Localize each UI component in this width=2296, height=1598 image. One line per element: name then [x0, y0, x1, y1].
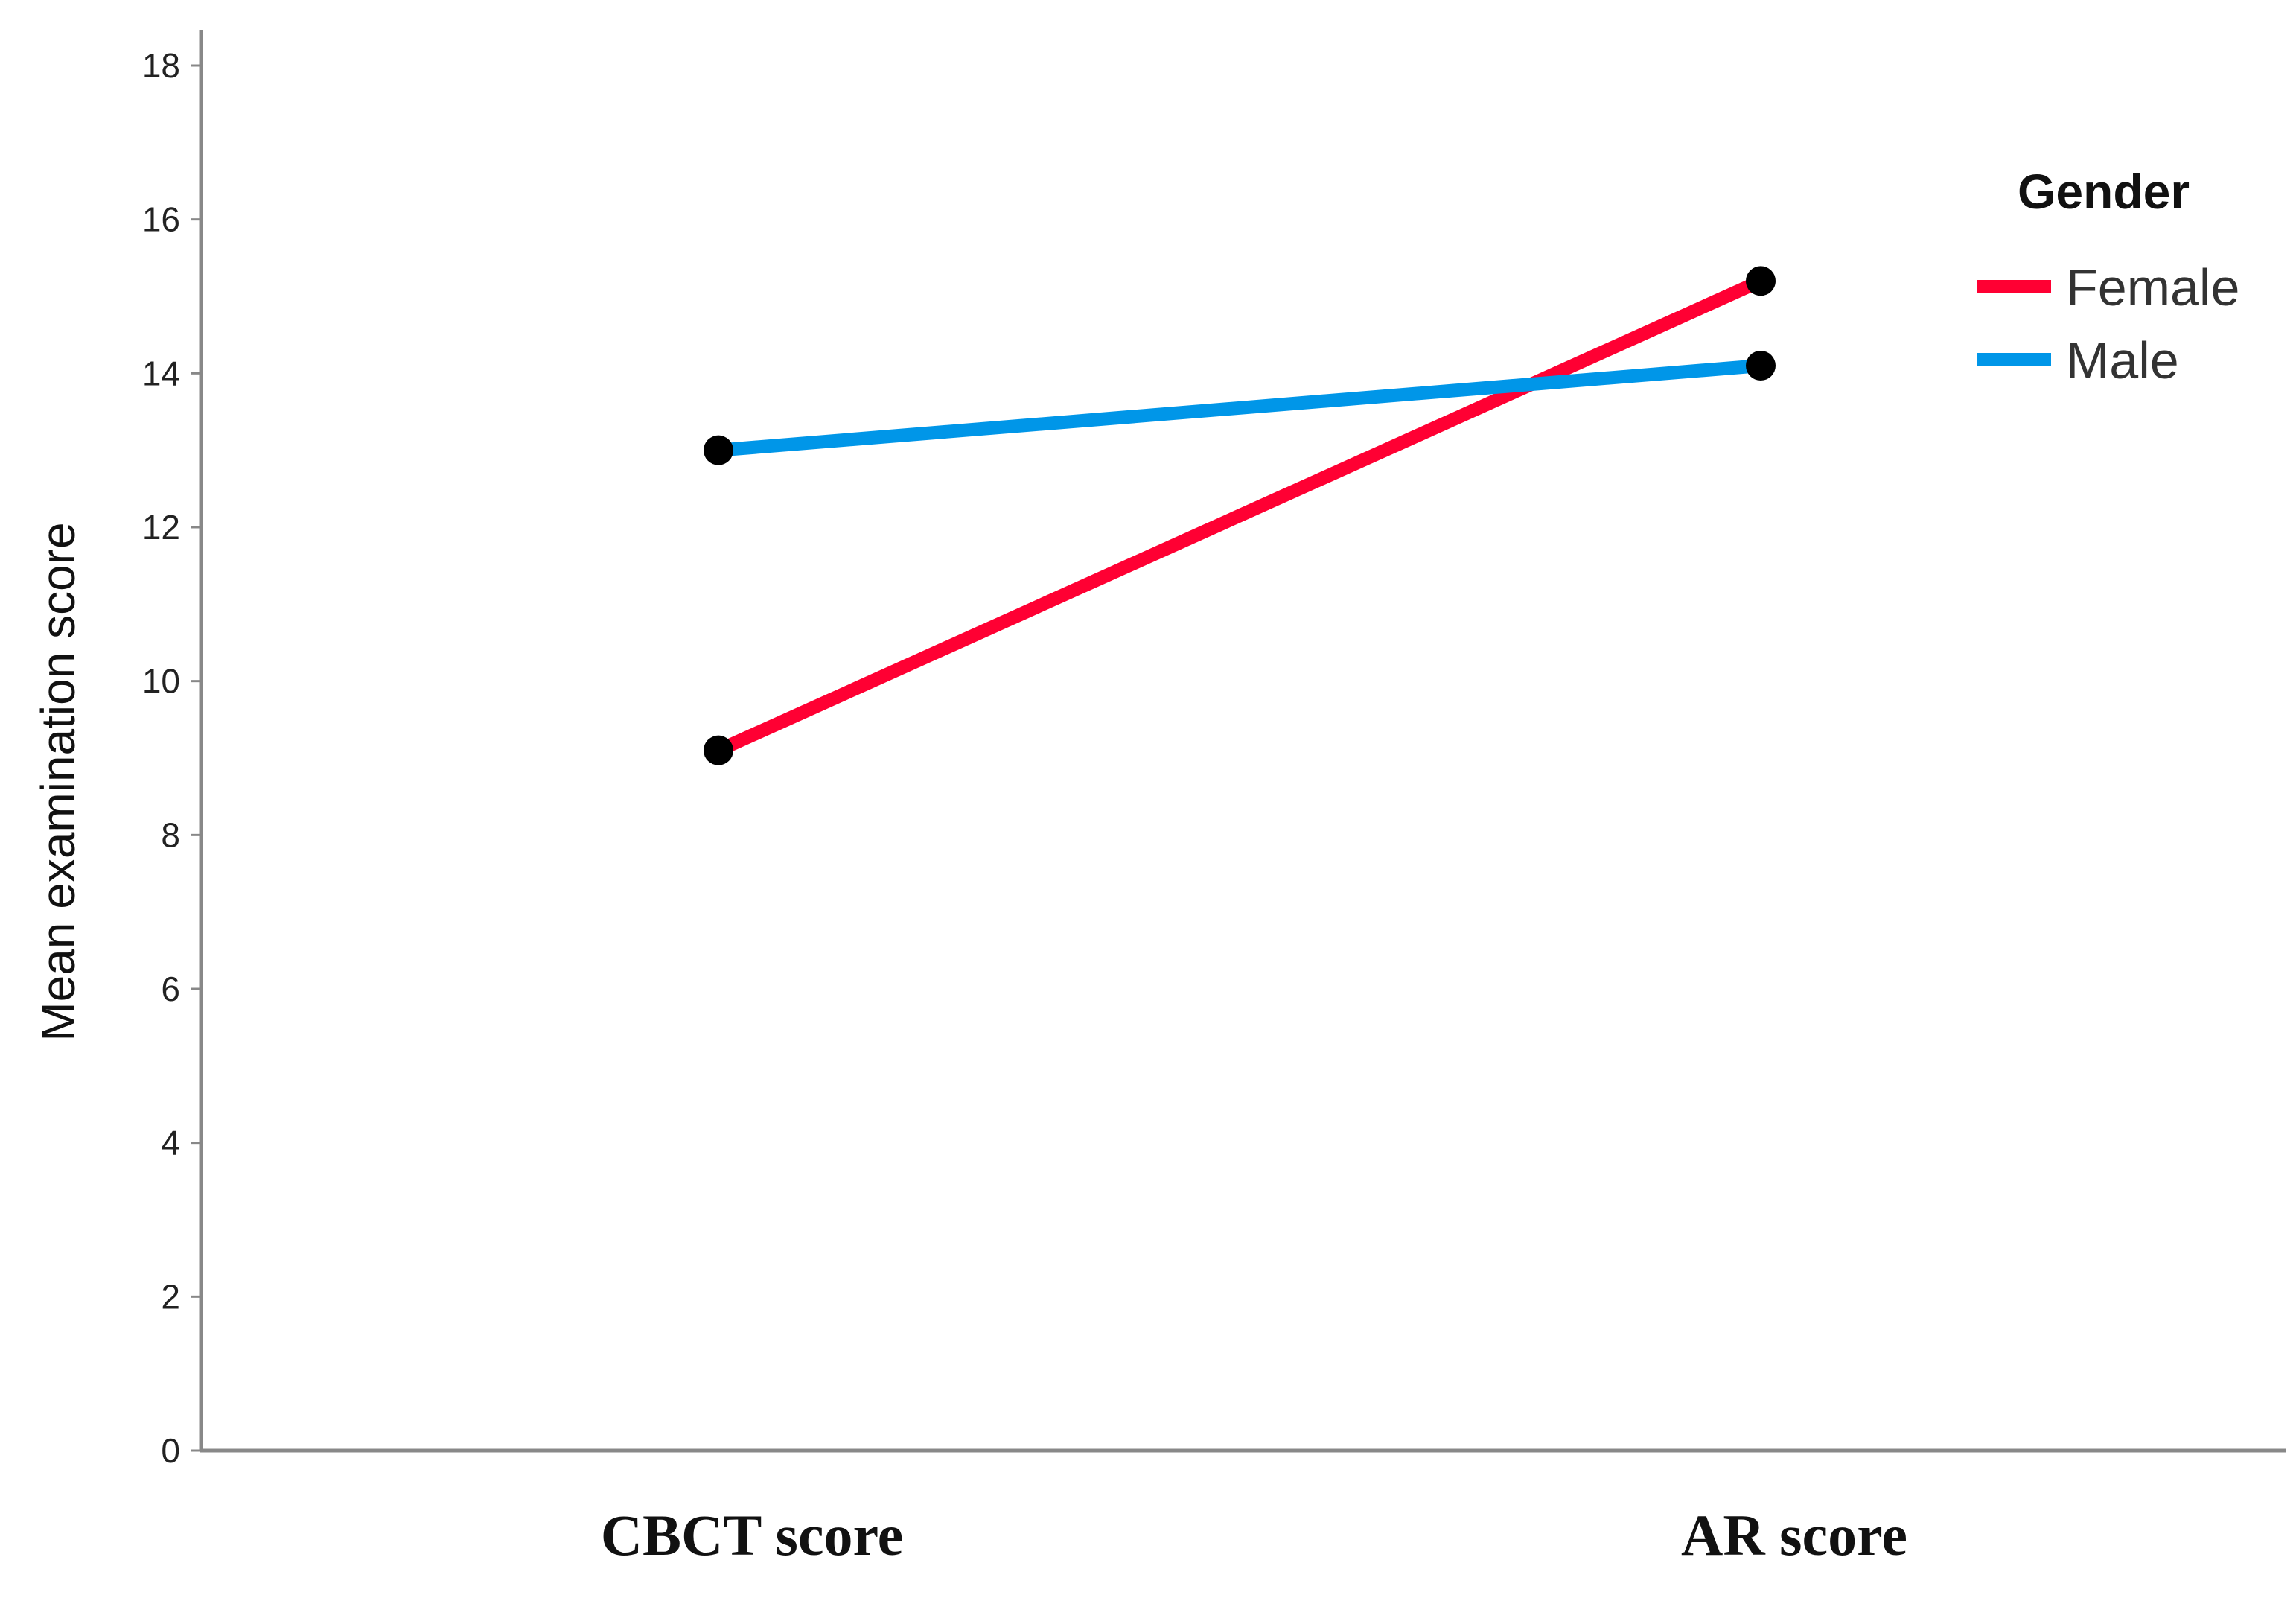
data-point-female — [1746, 266, 1776, 296]
y-tick-label: 14 — [142, 354, 180, 392]
x-categories: CBCT score AR score — [601, 1503, 1907, 1567]
y-tick-label: 4 — [161, 1124, 180, 1162]
y-tick-label: 10 — [142, 662, 180, 701]
y-tick-label: 18 — [142, 46, 180, 85]
y-tick-label: 2 — [161, 1277, 180, 1316]
y-tick-label: 8 — [161, 815, 180, 854]
data-point-male — [704, 435, 733, 465]
series-line-female — [712, 274, 1767, 757]
y-tick-label: 12 — [142, 508, 180, 547]
legend-label-female: Female — [2066, 258, 2239, 316]
y-tick-label: 0 — [161, 1431, 180, 1470]
legend-title: Gender — [2018, 164, 2190, 219]
y-axis-label: Mean examination score — [31, 522, 85, 1041]
series-line-male — [712, 359, 1767, 457]
x-category-label: AR score — [1681, 1503, 1907, 1567]
y-tick-label: 16 — [142, 200, 180, 239]
legend: Gender Female Male — [1977, 164, 2239, 389]
y-ticks: 0 2 4 6 8 10 12 14 16 18 — [142, 46, 201, 1470]
data-point-female — [704, 735, 733, 765]
y-tick-label: 6 — [161, 970, 180, 1008]
axes — [199, 30, 2286, 1453]
legend-label-male: Male — [2066, 331, 2179, 389]
data-point-male — [1746, 351, 1776, 381]
series-layer — [704, 266, 1776, 765]
x-category-label: CBCT score — [601, 1503, 904, 1567]
